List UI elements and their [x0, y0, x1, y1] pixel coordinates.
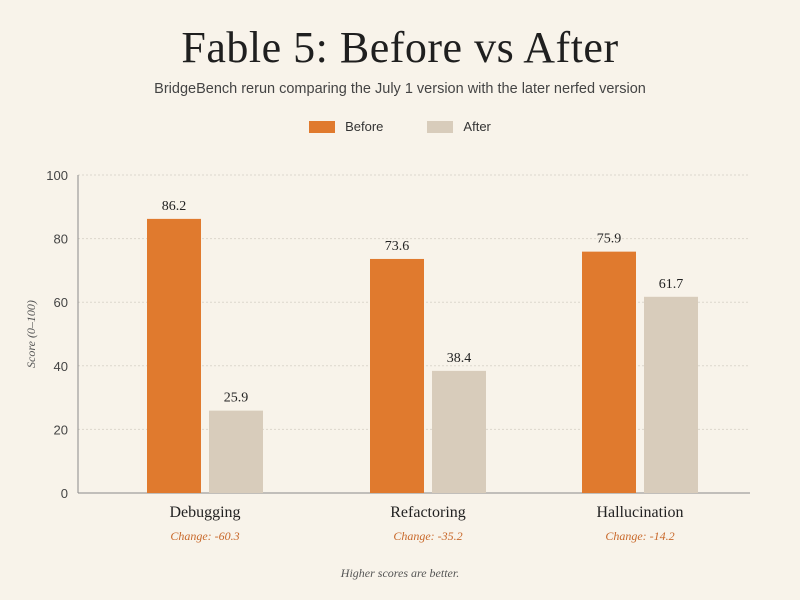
- change-label: Change: -35.2: [393, 529, 462, 543]
- bar-value-label: 61.7: [659, 277, 684, 292]
- chart-title: Fable 5: Before vs After: [181, 23, 619, 72]
- y-tick-label: 20: [54, 422, 68, 437]
- bar-after: [432, 370, 486, 493]
- legend-item-before: Before: [309, 119, 383, 134]
- legend-swatch-before: [309, 120, 336, 133]
- chart-subtitle: BridgeBench rerun comparing the July 1 v…: [154, 81, 646, 97]
- x-tick-label: Refactoring: [390, 504, 466, 521]
- legend-label-before: Before: [345, 119, 384, 134]
- x-tick-label: Debugging: [169, 504, 240, 521]
- bar-after: [644, 296, 698, 493]
- footnote: Higher scores are better.: [340, 566, 460, 580]
- legend: Before After: [0, 119, 800, 134]
- change-label: Change: -60.3: [170, 529, 239, 543]
- change-label: Change: -14.2: [605, 529, 674, 543]
- y-tick-label: 60: [54, 295, 68, 310]
- y-tick-label: 0: [61, 486, 68, 501]
- legend-swatch-after: [427, 120, 454, 133]
- bar-value-label: 86.2: [162, 199, 187, 214]
- bar-after: [209, 410, 263, 493]
- bar-value-label: 75.9: [597, 232, 622, 247]
- legend-item-after: After: [427, 119, 491, 134]
- y-axis-label: Score (0–100): [24, 300, 38, 368]
- y-tick-label: 80: [54, 232, 68, 247]
- y-tick-label: 100: [46, 168, 68, 183]
- x-tick-label: Hallucination: [596, 504, 683, 521]
- bar-value-label: 38.4: [447, 351, 472, 366]
- bar-value-label: 25.9: [224, 391, 249, 406]
- y-tick-label: 40: [54, 359, 68, 374]
- bar-value-label: 73.6: [385, 239, 410, 254]
- bar-before: [370, 258, 424, 493]
- bar-before: [582, 251, 636, 493]
- bar-before: [147, 218, 201, 493]
- legend-label-after: After: [463, 119, 491, 134]
